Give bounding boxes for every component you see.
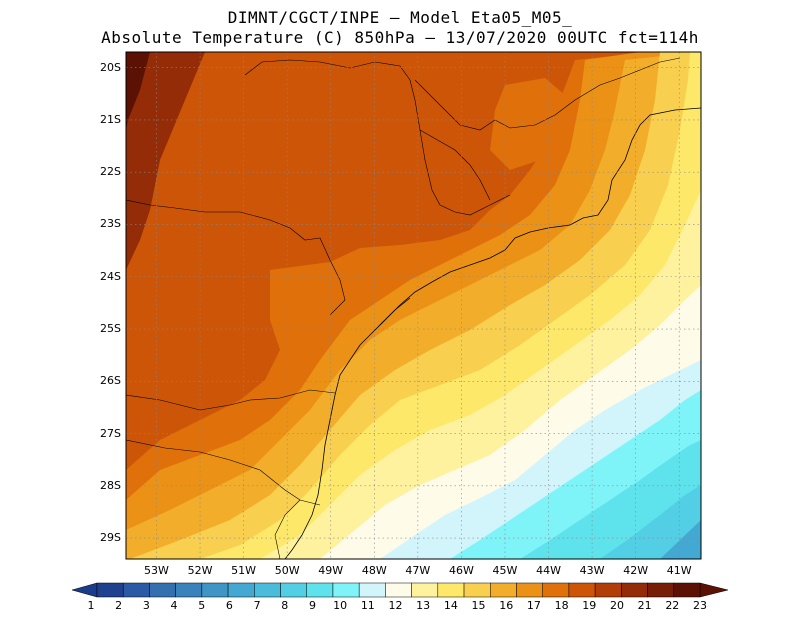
- lat-label: 26S: [100, 374, 121, 388]
- colorbar-label: 8: [281, 599, 289, 612]
- colorbar-label: 11: [360, 599, 375, 612]
- lon-label: 49W: [318, 564, 344, 577]
- colorbar-label: 4: [170, 599, 178, 612]
- colorbar-swatch: [411, 582, 439, 598]
- lon-label: 43W: [579, 564, 605, 577]
- colorbar-label: 17: [526, 599, 541, 612]
- lat-label: 29S: [100, 531, 121, 545]
- temperature-field: [126, 52, 701, 559]
- lon-label: 44W: [536, 564, 561, 577]
- colorbar-swatch: [122, 582, 150, 598]
- colorbar-swatch: [306, 582, 334, 598]
- colorbar-label: 2: [115, 599, 123, 612]
- colorbar-swatch: [542, 582, 570, 598]
- colorbar-label: 19: [582, 599, 597, 612]
- colorbar-label: 16: [499, 599, 514, 612]
- colorbar-label: 7: [253, 599, 261, 612]
- colorbar-arrow-high: [699, 582, 729, 598]
- lon-label: 52W: [187, 564, 213, 577]
- colorbar-label: 15: [471, 599, 486, 612]
- colorbar-swatch: [385, 582, 412, 598]
- colorbar: [71, 582, 729, 598]
- colorbar-arrow-low: [71, 582, 98, 598]
- colorbar-label: 9: [308, 599, 316, 612]
- state-borders: [126, 57, 681, 559]
- colorbar-swatch: [568, 582, 596, 598]
- colorbar-label: 21: [637, 599, 652, 612]
- colorbar-label: 13: [416, 599, 431, 612]
- colorbar-label: 5: [198, 599, 206, 612]
- lon-label: 48W: [361, 564, 387, 577]
- colorbar-label: 22: [665, 599, 680, 612]
- colorbar-label: 3: [142, 599, 150, 612]
- colorbar-swatch: [463, 582, 491, 598]
- lon-label: 41W: [666, 564, 692, 577]
- lon-label: 47W: [405, 564, 431, 577]
- lat-label: 23S: [100, 217, 121, 231]
- lon-label: 45W: [492, 564, 518, 577]
- lat-label: 22S: [100, 165, 121, 179]
- colorbar-swatch: [175, 582, 203, 598]
- colorbar-swatch: [647, 582, 675, 598]
- colorbar-swatch: [437, 582, 465, 598]
- colorbar-label: 23: [693, 599, 707, 612]
- lon-label: 42W: [623, 564, 649, 577]
- colorbar-label: 14: [443, 599, 458, 612]
- colorbar-swatch: [490, 582, 517, 598]
- colorbar-swatch: [358, 582, 386, 598]
- colorbar-label: 1: [87, 599, 95, 612]
- colorbar-label: 20: [609, 599, 624, 612]
- colorbar-swatch: [201, 582, 229, 598]
- lat-lon-grid: [126, 52, 701, 559]
- colorbar-swatch: [254, 582, 281, 598]
- colorbar-swatch: [332, 582, 360, 598]
- colorbar-swatch: [594, 582, 622, 598]
- lon-label: 51W: [231, 564, 257, 577]
- colorbar-swatch: [621, 582, 648, 598]
- colorbar-label: 18: [554, 599, 569, 612]
- chart-title-line1: DIMNT/CGCT/INPE – Model Eta05_M05_: [227, 8, 573, 27]
- colorbar-label: 12: [388, 599, 403, 612]
- lat-label: 20S: [100, 60, 121, 74]
- colorbar-swatch: [673, 582, 701, 598]
- colorbar-label: 10: [333, 599, 348, 612]
- lat-label: 28S: [100, 478, 121, 492]
- lat-label: 25S: [100, 322, 121, 336]
- colorbar-swatch: [280, 582, 307, 598]
- chart-title-line2: Absolute Temperature (C) 850hPa – 13/07/…: [101, 28, 699, 47]
- lat-label: 24S: [100, 269, 121, 283]
- lon-label: 50W: [274, 564, 300, 577]
- map-frame: [125, 51, 702, 560]
- lat-label: 21S: [100, 112, 121, 126]
- colorbar-swatch: [149, 582, 176, 598]
- colorbar-swatch: [96, 582, 124, 598]
- lat-label: 27S: [100, 426, 121, 440]
- coastline: [284, 107, 701, 559]
- colorbar-swatch: [227, 582, 255, 598]
- lon-label: 53W: [144, 564, 169, 577]
- colorbar-swatch: [516, 582, 543, 598]
- colorbar-label: 6: [225, 599, 233, 612]
- lon-label: 46W: [448, 564, 474, 577]
